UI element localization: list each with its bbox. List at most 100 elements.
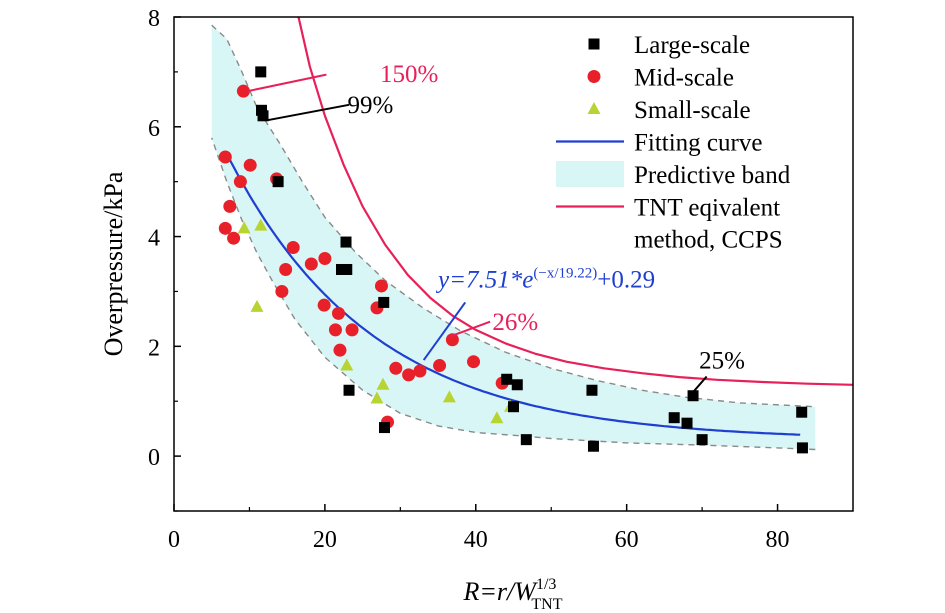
tnt-equivalent-curve-line <box>297 17 853 386</box>
legend-label: Small-scale <box>634 97 751 124</box>
annotation-label: 99% <box>348 92 394 119</box>
y-tick-label: 0 <box>148 445 160 471</box>
annotation-label: 26% <box>492 309 538 336</box>
mid-scale-point <box>413 364 427 378</box>
y-tick-label: 6 <box>148 116 160 142</box>
legend-item: Fitting curve <box>556 130 762 157</box>
small-scale-point <box>237 221 251 234</box>
mid-scale-point <box>318 252 332 266</box>
x-axis-title-subscript: TNT <box>531 596 562 613</box>
curve-layer <box>225 17 853 436</box>
mid-scale-point <box>331 306 345 320</box>
predictive-band-lower-bound <box>211 137 816 451</box>
legend-label: Fitting curve <box>634 130 762 157</box>
large-scale-point <box>378 296 390 308</box>
legend-item: Large-scale <box>588 32 750 59</box>
annotation-pointer <box>449 320 491 338</box>
large-scale-point <box>696 434 708 446</box>
legend-label: Mid-scale <box>634 65 734 92</box>
large-scale-point <box>340 236 352 248</box>
mid-scale-point <box>275 284 289 298</box>
x-axis-title-superscript: 1/3 <box>536 576 556 593</box>
legend-item: Small-scale <box>587 97 751 124</box>
annotation-label: 25% <box>699 347 745 374</box>
x-tick-label: 20 <box>313 527 337 553</box>
fit-equation-label: y=7.51*e(−x/19.22)+0.29 <box>435 266 655 294</box>
x-tick-label: 40 <box>464 527 488 553</box>
mid-scale-point <box>328 323 342 337</box>
large-scale-point <box>343 384 355 396</box>
x-tick-label: 80 <box>766 527 790 553</box>
fit-equation-lhs: y=7.51*e <box>435 267 533 294</box>
y-tick-label: 4 <box>148 226 160 252</box>
fit-equation-exponent: (−x/19.22) <box>533 266 597 282</box>
mid-scale-point <box>317 298 331 312</box>
x-tick-label: 60 <box>615 527 639 553</box>
large-scale-point <box>796 442 808 454</box>
predictive-band-area <box>211 25 816 450</box>
annotation-pointer <box>267 103 350 122</box>
legend-band-swatch <box>556 161 624 187</box>
large-scale-point <box>520 434 532 446</box>
large-scale-point <box>587 440 599 452</box>
large-scale-point <box>341 263 353 275</box>
fit-equation-rhs: +0.29 <box>597 267 655 294</box>
large-scale-point <box>508 401 519 413</box>
mid-scale-point <box>333 343 347 357</box>
y-tick-label: 2 <box>148 335 160 361</box>
large-scale-point <box>586 384 598 396</box>
annotation-label: 150% <box>380 61 438 88</box>
annotation-layer: 150% 99% 26% 25% <box>247 61 745 394</box>
large-scale-point <box>378 422 390 434</box>
mid-scale-point <box>218 150 232 164</box>
large-scale-point <box>668 412 680 424</box>
small-scale-point <box>442 390 456 403</box>
legend-item: TNT eqivalent method, CCPS <box>556 195 783 254</box>
x-axis-title-main: R=r/W <box>463 577 539 606</box>
legend: Large-scale Mid-scale Small-scale Fitting c… <box>556 32 791 254</box>
large-scale-point <box>255 66 267 78</box>
large-scale-point <box>687 390 699 402</box>
mid-scale-point <box>345 323 359 337</box>
annotation-pointer <box>247 73 327 93</box>
data-point-layer <box>218 66 808 454</box>
mid-scale-point <box>227 231 241 245</box>
large-scale-point <box>272 176 284 188</box>
mid-scale-point <box>223 199 237 213</box>
small-scale-point <box>490 411 504 424</box>
legend-label: Large-scale <box>634 32 750 59</box>
predictive-band-layer <box>211 24 816 451</box>
fit-equation-pointer <box>422 301 467 361</box>
large-scale-point <box>796 406 808 418</box>
plot-frame <box>173 16 854 512</box>
legend-label: TNT eqivalent <box>634 195 780 222</box>
legend-marker <box>587 70 601 83</box>
legend-label: Predictive band <box>634 162 791 189</box>
mid-scale-point <box>243 158 257 172</box>
small-scale-point <box>250 299 264 312</box>
mid-scale-point <box>374 279 388 293</box>
mid-scale-point <box>389 361 403 375</box>
y-axis-title: Overpressure/kPa <box>99 171 128 356</box>
small-scale-point <box>370 391 384 404</box>
large-scale-point <box>681 417 693 429</box>
legend-label: method, CCPS <box>634 227 783 254</box>
large-scale-point <box>257 110 269 122</box>
y-tick-label: 8 <box>148 6 160 32</box>
x-axis-title: R=r/W1/3 TNT <box>463 576 563 613</box>
mid-scale-point <box>304 257 318 271</box>
predictive-band-upper-bound <box>211 24 816 408</box>
legend-item: Mid-scale <box>587 65 734 92</box>
large-scale-point <box>501 373 513 385</box>
mid-scale-point <box>236 84 250 98</box>
small-scale-point <box>340 358 354 371</box>
mid-scale-point <box>218 221 232 235</box>
mid-scale-point <box>433 359 447 373</box>
legend-marker <box>587 102 601 114</box>
mid-scale-point <box>279 262 293 276</box>
mid-scale-point <box>467 355 481 369</box>
large-scale-point <box>511 379 523 391</box>
mid-scale-point <box>402 368 416 382</box>
small-scale-point <box>376 377 390 390</box>
